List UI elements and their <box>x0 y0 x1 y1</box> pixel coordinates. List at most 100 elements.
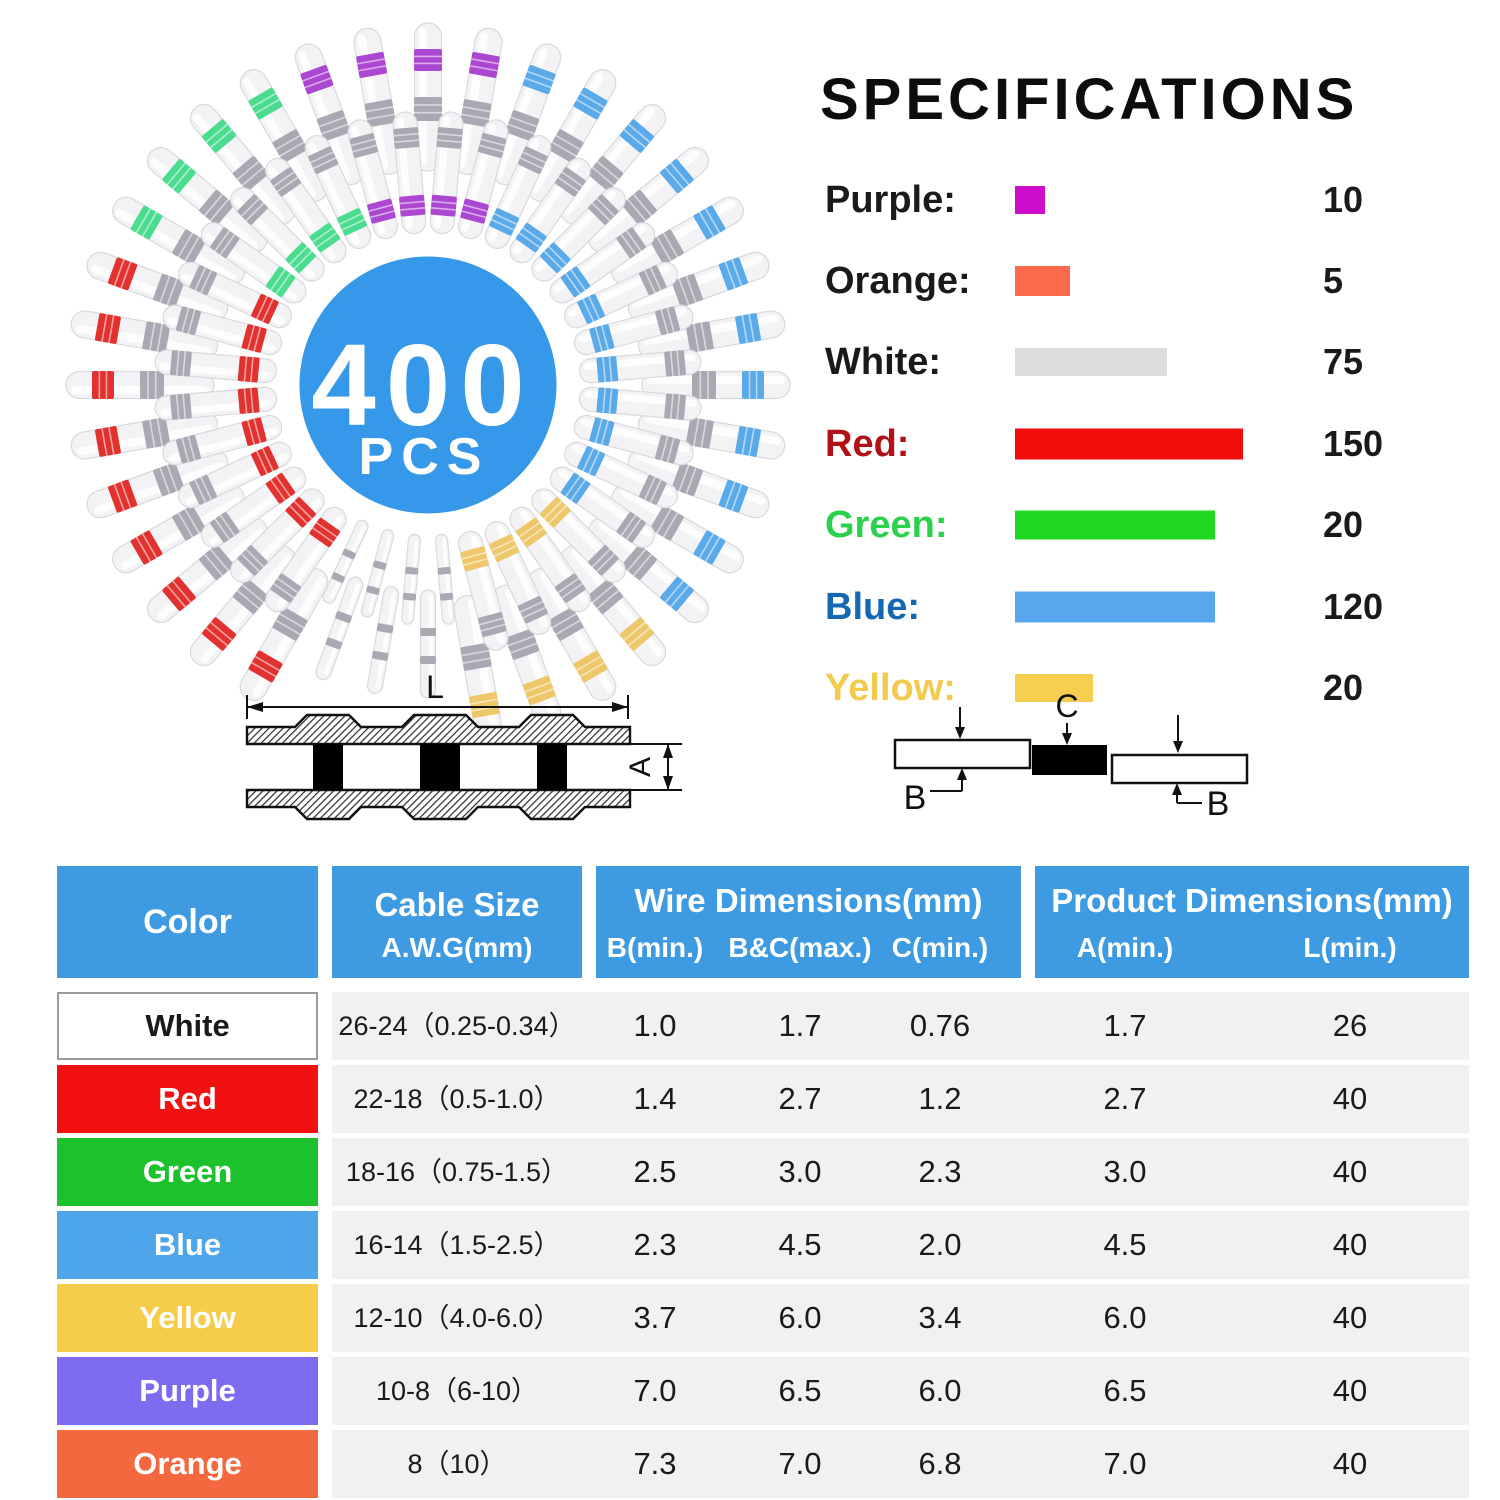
table-row-blue: Blue 16-14（1.5-2.5） 2.3 4.5 2.0 4.5 40 <box>57 1211 1469 1279</box>
connector-tube <box>610 196 744 286</box>
row-data-background <box>332 1430 1469 1498</box>
color-swatch-cell: White <box>57 992 318 1060</box>
legend-row-green: Green: 20 <box>822 503 1482 547</box>
specifications-legend: Purple: 10 Orange: 5 White: 75 Red: 150 … <box>822 0 1482 740</box>
row-data-background <box>332 1357 1469 1425</box>
color-swatch-cell: Orange <box>57 1430 318 1498</box>
b-min-cell: 2.3 <box>633 1227 677 1262</box>
legend-label: Blue: <box>825 586 920 628</box>
table-row-orange: Orange 8（10） 7.3 7.0 6.8 7.0 40 <box>57 1430 1469 1498</box>
spec-table: Color Cable Size A.W.G(mm) Wire Dimensio… <box>57 866 1469 1498</box>
legend-row-yellow: Yellow: 20 <box>822 666 1482 710</box>
connector-tube <box>527 567 617 701</box>
connector-cross-section-diagram: L A <box>245 672 682 821</box>
connector-tube <box>70 410 219 460</box>
connector-tube <box>531 488 626 583</box>
legend-row-purple: Purple: 10 <box>822 178 1482 222</box>
b-left-dim-label: B <box>904 779 927 817</box>
legend-swatch <box>1015 428 1243 460</box>
subcol-c-min: C(min.) <box>891 932 989 963</box>
a-min-cell: 2.7 <box>1103 1081 1147 1116</box>
connector-tube <box>491 43 562 186</box>
connector-tube <box>86 448 229 519</box>
legend-count: 20 <box>1323 504 1364 545</box>
bc-max-cell: 4.5 <box>778 1227 822 1262</box>
legend-row-white: White: 75 <box>822 340 1482 384</box>
product-dimensions-title: Product Dimensions(mm) <box>1051 882 1453 919</box>
connector-tube <box>401 533 422 625</box>
connector-tube <box>65 370 215 400</box>
cable-size-cell: 12-10（4.0-6.0） <box>353 1303 561 1333</box>
connector-tube <box>347 119 399 240</box>
connector-tube <box>230 187 325 282</box>
legend-row-orange: Orange: 5 <box>822 259 1482 303</box>
connector-tube <box>627 448 770 519</box>
solder-ring <box>313 744 343 790</box>
connector-tube <box>560 545 667 667</box>
legend-count: 5 <box>1323 260 1344 301</box>
connector-burst <box>65 22 791 740</box>
connector-tube <box>112 484 246 574</box>
connector-tube <box>230 488 325 583</box>
wire-right <box>1110 753 1249 785</box>
connector-tube <box>573 414 694 466</box>
connector-tube <box>177 441 292 509</box>
col-header-wire-dimensions: Wire Dimensions(mm) B(min.) B&C(max.) C(… <box>596 866 1021 978</box>
legend-label: Green: <box>825 504 948 546</box>
connector-tube <box>457 530 509 651</box>
subcol-bc-max: B&C(max.) <box>728 932 872 963</box>
cable-size-cell: 8（10） <box>407 1449 507 1479</box>
connector-tube <box>434 533 455 625</box>
color-swatch-cell: Blue <box>57 1211 318 1279</box>
bc-max-cell: 7.0 <box>778 1446 822 1481</box>
color-swatch-cell: Red <box>57 1065 318 1133</box>
connector-tube <box>154 349 278 384</box>
b-min-cell: 1.4 <box>633 1081 677 1116</box>
connector-tube <box>112 196 246 286</box>
connector-tube <box>509 506 591 613</box>
legend-row-blue: Blue: 120 <box>822 585 1482 629</box>
row-data-background <box>332 1065 1469 1133</box>
solder-joint <box>1032 745 1107 775</box>
a-min-cell: 6.5 <box>1103 1373 1147 1408</box>
table-row-green: Green 18-16（0.75-1.5） 2.5 3.0 2.3 3.0 40 <box>57 1138 1469 1206</box>
connector-tube <box>627 251 770 322</box>
subcol-b-min: B(min.) <box>606 932 704 963</box>
connector-tube <box>457 119 509 240</box>
legend-label: Orange: <box>825 260 971 302</box>
connector-tube <box>453 594 503 740</box>
connector-tube <box>162 304 283 356</box>
a-min-cell: 7.0 <box>1103 1446 1147 1481</box>
wire-dimensions-title: Wire Dimensions(mm) <box>634 882 983 919</box>
l-min-cell: 40 <box>1332 1081 1368 1116</box>
color-swatch-cell: Yellow <box>57 1284 318 1352</box>
connector-tube <box>265 506 347 613</box>
connector-tube <box>322 519 369 604</box>
connector-tube <box>413 22 443 172</box>
row-data-background <box>332 992 1469 1060</box>
col-header-color: Color <box>57 866 318 978</box>
l-min-cell: 40 <box>1332 1227 1368 1262</box>
l-min-cell: 40 <box>1332 1300 1368 1335</box>
connector-tube <box>265 157 347 264</box>
row-data-background <box>332 1138 1469 1206</box>
a-min-cell: 4.5 <box>1103 1227 1147 1262</box>
connector-tube <box>86 251 229 322</box>
connector-tube <box>637 310 786 360</box>
solder-ring <box>420 744 460 790</box>
cable-size-cell: 16-14（1.5-2.5） <box>353 1230 561 1260</box>
connector-tube <box>239 567 329 701</box>
table-row-red: Red 22-18（0.5-1.0） 1.4 2.7 1.2 2.7 40 <box>57 1065 1469 1133</box>
a-min-cell: 3.0 <box>1103 1154 1147 1189</box>
subcol-l-min: L(min.) <box>1303 932 1397 963</box>
connector-tube <box>564 261 679 329</box>
bc-max-cell: 1.7 <box>778 1008 822 1043</box>
col-header-product-dimensions: Product Dimensions(mm) A(min.) L(min.) <box>1035 866 1469 978</box>
connector-tube <box>560 103 667 225</box>
b-min-cell: 2.5 <box>633 1154 677 1189</box>
color-swatch-cell: Green <box>57 1138 318 1206</box>
c-min-cell: 1.2 <box>918 1081 962 1116</box>
connector-tube <box>154 386 278 421</box>
legend-row-red: Red: 150 <box>822 422 1482 466</box>
